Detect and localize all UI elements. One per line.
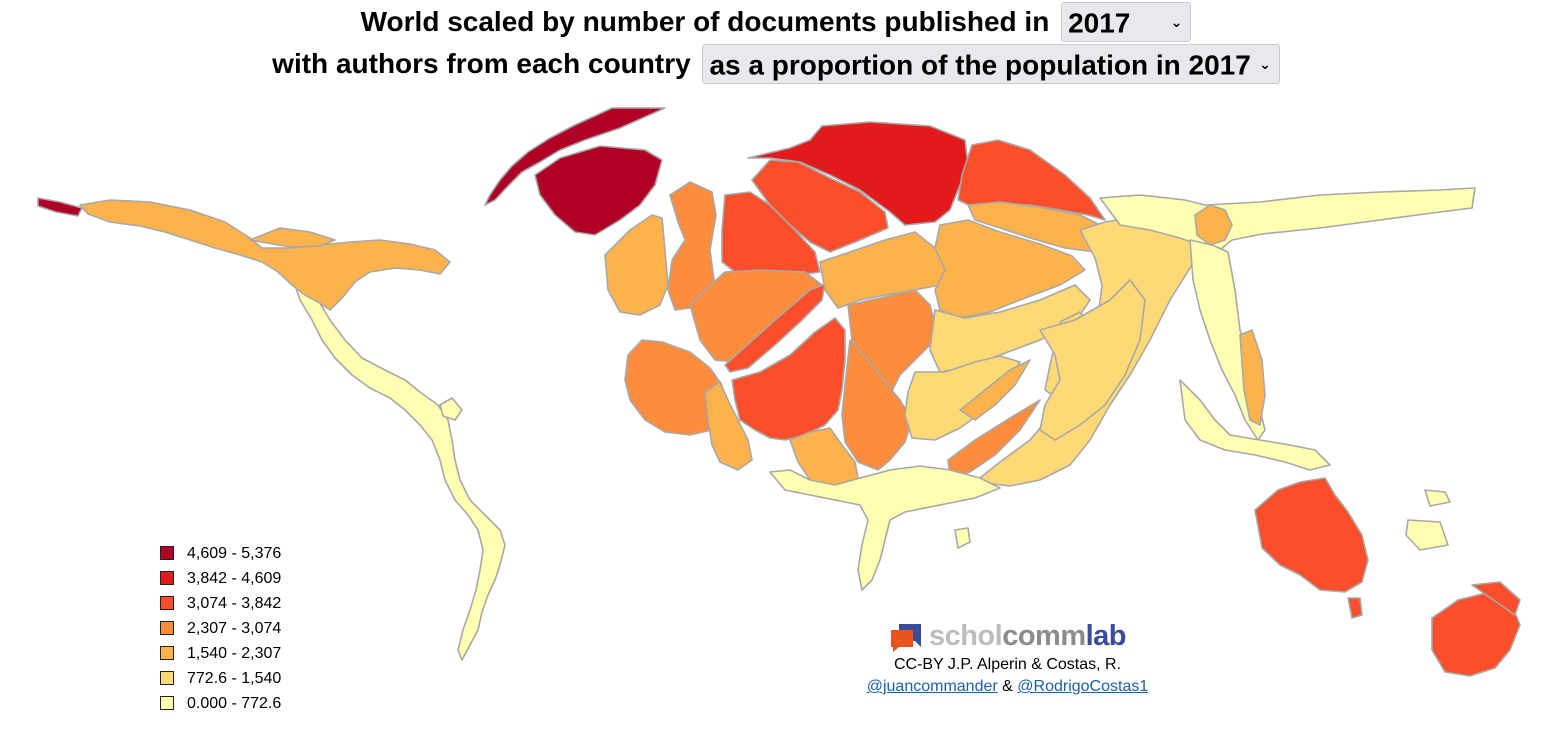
region-indonesia[interactable] (1179, 379, 1331, 471)
legend-label: 1,540 - 2,307 (187, 645, 282, 662)
region-africa[interactable] (769, 465, 1001, 591)
legend-swatch (160, 671, 174, 685)
legend-swatch (160, 571, 174, 585)
measure-select[interactable]: as a proportion of the population in 201… (702, 44, 1280, 84)
region-italy-dark[interactable] (731, 317, 846, 441)
region-taiwan[interactable] (1239, 329, 1266, 426)
region-alaska[interactable] (37, 197, 83, 217)
legend-label: 2,307 - 3,074 (187, 620, 282, 637)
legend-label: 3,842 - 4,609 (187, 570, 282, 587)
chevron-down-icon: ⌄ (1170, 14, 1183, 30)
legend-swatch (160, 546, 174, 560)
logo-text-lab: lab (1085, 620, 1127, 652)
twitter-link-juancommander[interactable]: @juancommander (866, 678, 998, 695)
handles-line: @juancommander & @RodrigoCostas1 (820, 676, 1195, 698)
legend-swatch (160, 646, 174, 660)
region-ireland[interactable] (604, 214, 669, 316)
region-switzerland[interactable] (724, 283, 826, 373)
legend-label: 772.6 - 1,540 (187, 670, 282, 687)
region-madagascar[interactable] (954, 527, 971, 549)
region-north-america[interactable] (79, 199, 451, 311)
region-nordic-dark[interactable] (534, 145, 663, 236)
region-latin-america[interactable] (289, 269, 506, 661)
region-sweden[interactable] (747, 121, 969, 226)
title-line-1: World scaled by number of documents publ… (0, 2, 1552, 42)
legend-label: 0.000 - 772.6 (187, 695, 282, 712)
speech-bubble-icon (889, 622, 923, 653)
region-australia[interactable] (1254, 477, 1369, 593)
title-prefix: World scaled by number of documents publ… (360, 6, 1050, 37)
region-greenland[interactable] (484, 107, 666, 206)
region-caribbean[interactable] (439, 397, 463, 421)
measure-value: as a proportion of the population in 201… (709, 49, 1251, 81)
region-pacific-1[interactable] (1424, 489, 1451, 507)
year-select[interactable]: 2017 ⌄ (1061, 2, 1192, 42)
region-arctic-canada[interactable] (249, 227, 336, 248)
region-japan[interactable] (1194, 204, 1233, 246)
region-portugal[interactable] (704, 381, 753, 471)
license-line: CC-BY J.P. Alperin & Costas, R. (893, 656, 1122, 673)
legend-swatch (160, 621, 174, 635)
year-value: 2017 (1068, 7, 1131, 39)
region-balkans[interactable] (841, 339, 913, 471)
scholcommlab-logo[interactable]: scholcommlab (889, 618, 1127, 654)
credit-block: scholcommlab CC-BY J.P. Alperin & Costas… (820, 618, 1195, 698)
region-tasmania[interactable] (1347, 597, 1363, 619)
region-poland[interactable] (934, 219, 1086, 319)
region-middle-east-2[interactable] (959, 359, 1031, 421)
twitter-link-rodrigocostas[interactable]: @RodrigoCostas1 (1017, 678, 1149, 695)
logo-text-comm: comm (1002, 620, 1086, 652)
legend-label: 3,074 - 3,842 (187, 595, 282, 612)
region-asia-east[interactable] (1099, 187, 1476, 251)
chevron-down-icon: ⌄ (1259, 56, 1271, 72)
region-papua[interactable] (1405, 519, 1449, 551)
region-new-zealand-north[interactable] (1471, 581, 1521, 616)
subtitle-prefix: with authors from each country (272, 48, 691, 79)
region-new-zealand[interactable] (1431, 591, 1521, 677)
legend-swatch (160, 696, 174, 710)
logo-text-schol: schol (928, 620, 1003, 652)
title-line-2: with authors from each country as a prop… (0, 44, 1552, 84)
legend-label: 4,609 - 5,376 (187, 545, 282, 562)
ampersand: & (1002, 678, 1013, 695)
region-south-asia[interactable] (1039, 279, 1146, 441)
legend-swatch (160, 596, 174, 610)
region-finland[interactable] (957, 139, 1106, 221)
